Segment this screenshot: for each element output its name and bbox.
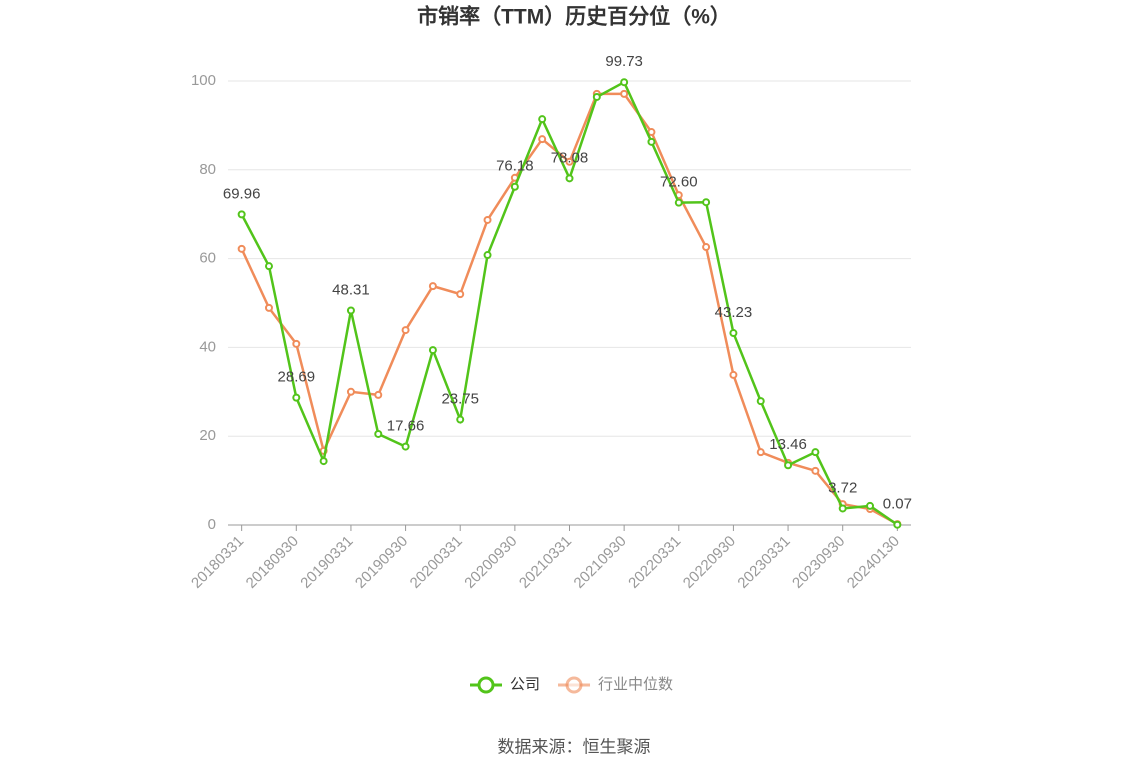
point [702, 198, 711, 207]
point [893, 520, 902, 529]
point [292, 339, 301, 348]
x-tick-label: 20220930 [680, 533, 739, 592]
y-tick-label: 60 [199, 250, 216, 267]
value-label: 48.31 [332, 281, 370, 298]
x-tick-label: 20230331 [734, 533, 793, 592]
value-label: 76.18 [496, 158, 534, 175]
legend-marker [477, 676, 495, 694]
value-label: 99.73 [605, 53, 643, 70]
point [264, 303, 273, 312]
point [674, 198, 683, 207]
x-tick-label: 20230930 [789, 533, 848, 592]
point [538, 115, 547, 124]
point [374, 390, 383, 399]
legend-marker [565, 676, 583, 694]
point [565, 174, 574, 183]
x-tick-label: 20220331 [625, 533, 684, 592]
y-tick-label: 40 [199, 338, 216, 355]
point [237, 210, 246, 219]
legend-label: 公司 [510, 676, 540, 693]
point [838, 504, 847, 513]
x-tick-label: 20200930 [461, 533, 520, 592]
x-tick-label: 20210331 [516, 533, 575, 592]
point [346, 387, 355, 396]
point [483, 251, 492, 260]
point [374, 429, 383, 438]
point [647, 137, 656, 146]
point [483, 215, 492, 224]
point [401, 442, 410, 451]
point [319, 457, 328, 466]
value-label: 28.69 [278, 369, 316, 386]
value-label: 43.23 [715, 304, 753, 321]
point [756, 397, 765, 406]
x-tick-label: 20190930 [352, 533, 411, 592]
point [620, 89, 629, 98]
point [237, 244, 246, 253]
point [264, 262, 273, 271]
point [702, 243, 711, 252]
value-label: 13.46 [769, 436, 807, 453]
value-label: 23.75 [441, 391, 479, 408]
x-tick-label: 20210930 [571, 533, 630, 592]
value-label: 69.96 [223, 185, 261, 202]
value-label: 78.08 [551, 149, 589, 166]
point [428, 346, 437, 355]
point [729, 329, 738, 338]
point [620, 78, 629, 87]
y-tick-label: 80 [199, 161, 216, 178]
point [729, 370, 738, 379]
source-note: 数据来源：恒生聚源 [498, 737, 651, 756]
point [510, 182, 519, 191]
point [456, 290, 465, 299]
point [346, 306, 355, 315]
point [784, 461, 793, 470]
legend-label: 行业中位数 [598, 676, 673, 693]
point [401, 326, 410, 335]
y-tick-label: 20 [199, 427, 216, 444]
point [292, 393, 301, 402]
x-tick-label: 20180331 [188, 533, 247, 592]
point [647, 128, 656, 137]
value-label: 17.66 [387, 418, 425, 435]
point [756, 448, 765, 457]
point [592, 92, 601, 101]
point [538, 135, 547, 144]
x-tick-label: 20180930 [243, 533, 302, 592]
chart-title: 市销率（TTM）历史百分位（%） [417, 5, 731, 29]
value-label: 3.72 [828, 479, 857, 496]
x-tick-label: 20200331 [407, 533, 466, 592]
point [866, 501, 875, 510]
x-tick-label: 20190331 [297, 533, 356, 592]
point [811, 466, 820, 475]
value-label: 0.07 [883, 496, 912, 513]
point [811, 448, 820, 457]
y-tick-label: 100 [191, 72, 216, 89]
point [428, 282, 437, 291]
y-tick-label: 0 [208, 516, 216, 533]
point [456, 415, 465, 424]
point [565, 157, 574, 166]
x-tick-label: 20240130 [844, 533, 903, 592]
value-label: 72.60 [660, 174, 698, 191]
